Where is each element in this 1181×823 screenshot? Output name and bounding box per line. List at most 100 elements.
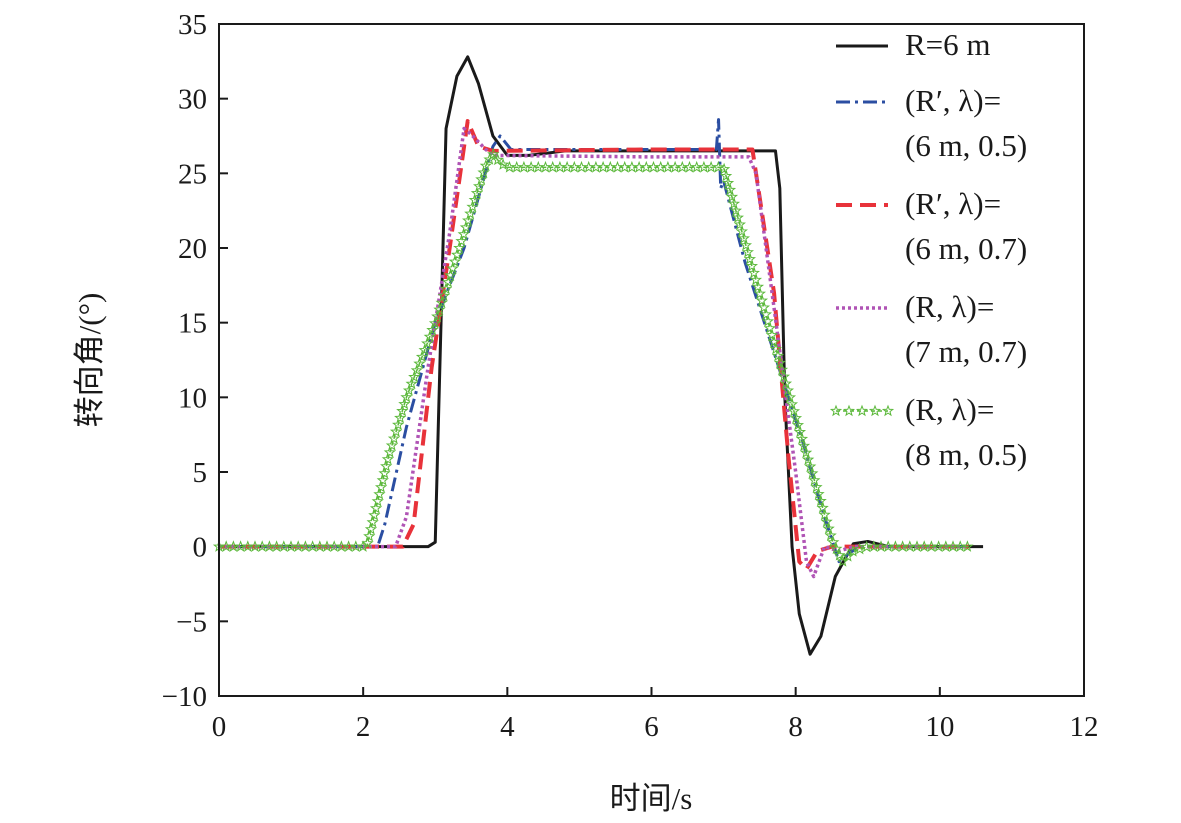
star-marker	[717, 162, 731, 175]
star-marker	[727, 197, 741, 210]
legend-item: (R, λ)= (8 m, 0.5)	[829, 392, 1027, 472]
star-marker	[450, 248, 464, 261]
star-marker	[725, 190, 739, 203]
star-marker	[413, 357, 426, 369]
star-marker	[810, 480, 823, 493]
series-2	[219, 118, 969, 564]
star-marker	[408, 370, 421, 383]
star-marker	[743, 252, 757, 265]
star-marker	[383, 445, 396, 458]
x-axis-label: 时间/s	[610, 781, 693, 816]
plot-frame	[218, 23, 1085, 697]
star-marker	[435, 296, 448, 309]
x-tick-label: 8	[788, 711, 803, 743]
ticks: 0 2 4 6 8 10 12 −10 −5 0 5 10 15 20 25 30 35	[162, 9, 1099, 743]
star-marker	[785, 397, 799, 410]
star-marker	[459, 221, 472, 233]
star-marker	[433, 303, 446, 315]
star-marker	[461, 214, 475, 226]
star-marker	[368, 508, 381, 521]
star-marker	[787, 404, 801, 417]
star-marker	[737, 232, 751, 244]
series-line	[219, 126, 969, 579]
star-marker	[415, 350, 429, 363]
star-marker	[745, 259, 759, 272]
star-marker	[791, 418, 805, 431]
star-marker	[457, 227, 470, 240]
star-marker	[373, 487, 386, 500]
series-4	[219, 126, 969, 579]
legend-label: (6 m, 0.7)	[905, 231, 1027, 266]
star-marker	[394, 411, 407, 424]
star-marker	[356, 540, 370, 552]
star-marker	[822, 522, 835, 534]
series-line	[219, 153, 969, 563]
star-marker	[761, 314, 775, 327]
star-marker	[771, 349, 785, 362]
x-tick-label: 2	[356, 711, 371, 743]
star-marker	[402, 384, 416, 396]
star-marker	[719, 169, 733, 182]
legend-label: (8 m, 0.5)	[905, 437, 1027, 472]
y-tick-label: 35	[178, 9, 207, 41]
x-tick-label: 10	[925, 711, 954, 743]
star-marker	[371, 494, 384, 507]
star-marker	[753, 287, 767, 299]
star-marker	[739, 238, 752, 251]
star-marker	[853, 542, 866, 555]
y-axis-label: 转向角/(°)	[72, 293, 107, 428]
star-marker	[442, 275, 455, 288]
star-marker	[735, 225, 748, 237]
star-marker	[721, 176, 735, 189]
star-marker	[421, 337, 434, 349]
legend: R=6 m (R′, λ)= (6 m, 0.5) (R′, λ)= (6 m, 0.7…	[829, 27, 1027, 472]
star-marker	[733, 218, 746, 230]
star-marker	[398, 397, 411, 410]
y-tick-label: 5	[193, 457, 208, 489]
star-marker	[712, 160, 725, 173]
legend-label: (R, λ)=	[905, 289, 994, 324]
star-marker	[473, 179, 486, 192]
star-marker	[366, 515, 379, 528]
star-marker	[475, 173, 488, 185]
series-1	[219, 55, 984, 656]
star-marker	[767, 335, 781, 348]
legend-label: (7 m, 0.7)	[905, 334, 1027, 369]
star-marker	[374, 480, 388, 493]
x-tick-label: 12	[1070, 711, 1099, 743]
series-5	[212, 147, 974, 567]
star-marker	[369, 501, 383, 514]
star-marker	[431, 310, 444, 322]
star-marker	[477, 166, 490, 178]
star-marker	[466, 200, 479, 213]
series-line	[219, 55, 984, 656]
legend-item: (R, λ)= (7 m, 0.7)	[836, 289, 1027, 369]
series-lines	[212, 55, 984, 656]
y-tick-label: 25	[178, 158, 207, 190]
star-marker	[410, 363, 423, 376]
legend-label: (R′, λ)=	[905, 186, 1001, 221]
legend-label: R=6 m	[905, 27, 991, 62]
star-marker	[763, 321, 777, 334]
star-marker	[757, 301, 771, 313]
star-marker	[747, 266, 761, 279]
star-marker	[783, 391, 797, 403]
legend-star-marker	[881, 404, 895, 417]
star-marker	[765, 328, 779, 341]
star-marker	[487, 147, 500, 160]
star-marker	[731, 211, 744, 223]
star-marker	[814, 494, 827, 507]
star-marker	[729, 204, 743, 216]
star-marker	[806, 467, 819, 479]
star-marker	[777, 370, 791, 382]
star-marker	[479, 159, 492, 171]
star-marker	[496, 158, 510, 170]
star-marker	[797, 439, 811, 452]
legend-item: R=6 m	[836, 27, 991, 62]
star-marker	[793, 425, 807, 438]
star-marker	[470, 186, 484, 199]
y-tick-label: 20	[178, 233, 207, 265]
x-tick-label: 6	[644, 711, 659, 743]
star-marker	[723, 183, 737, 196]
